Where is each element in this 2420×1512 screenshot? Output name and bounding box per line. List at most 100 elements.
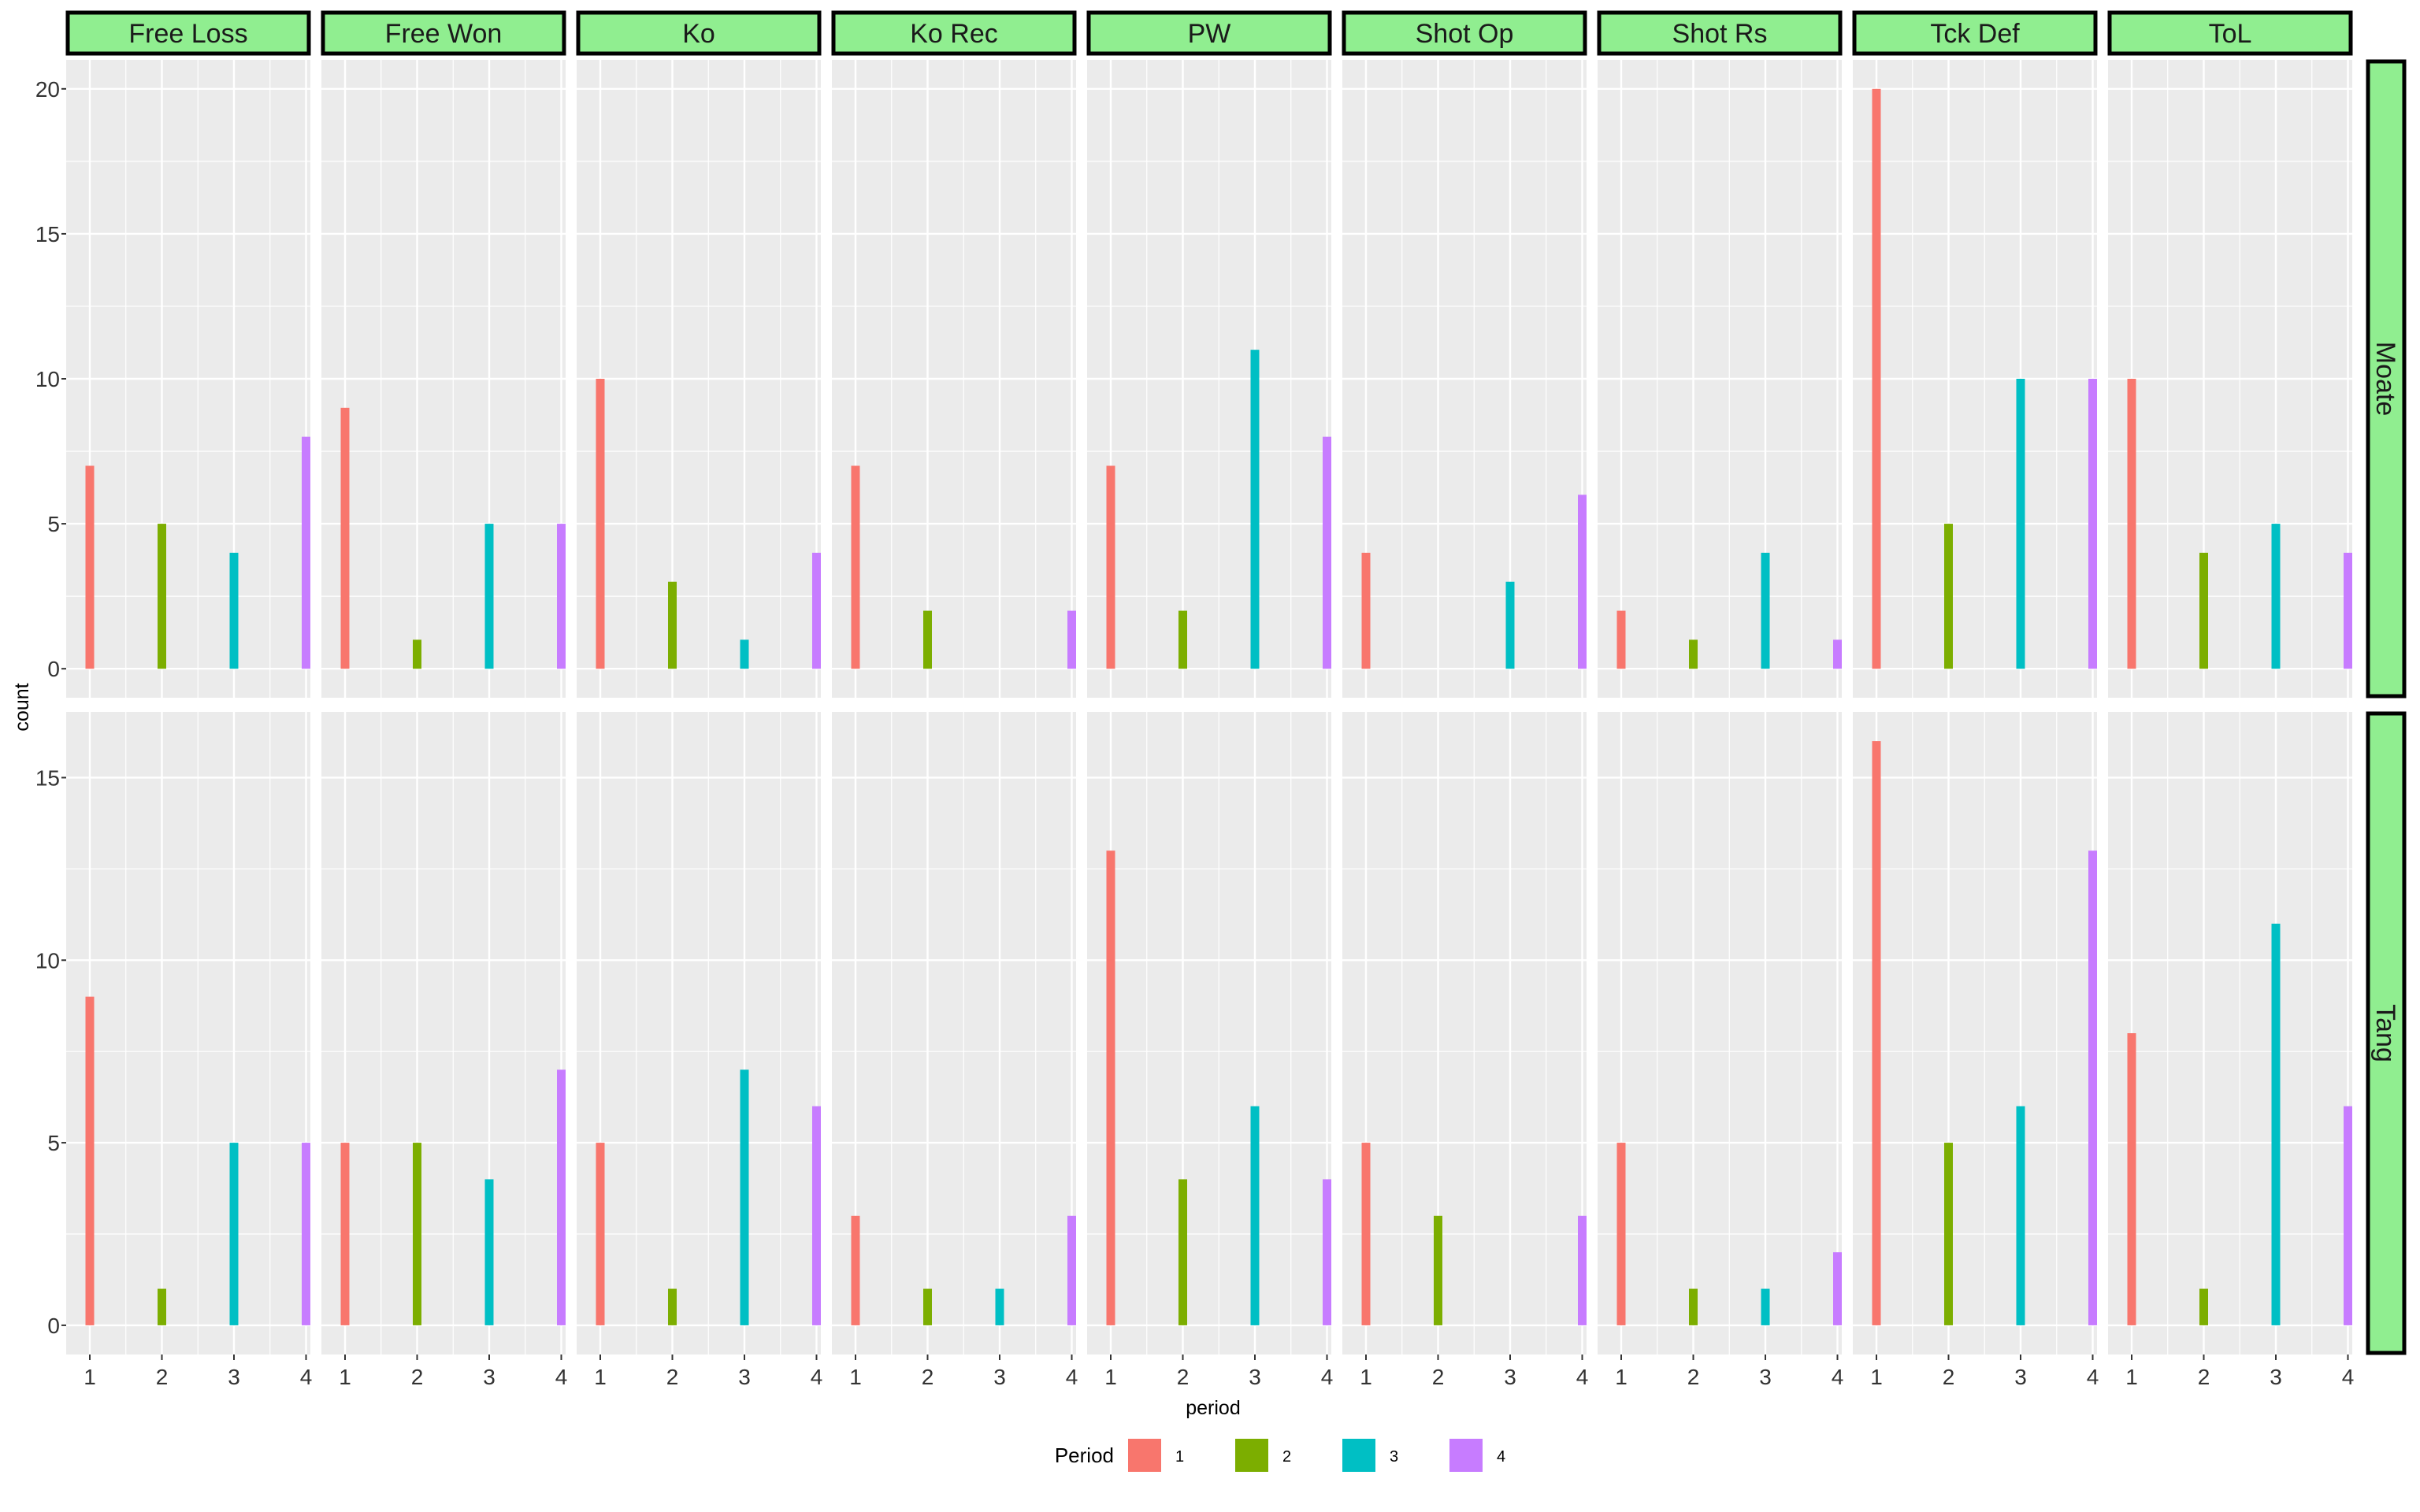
x-tick-label: 4 [300, 1365, 313, 1389]
bar-shot-rs-tang-period-2 [1689, 1288, 1698, 1325]
bar-tck-def-moate-period-2 [1944, 524, 1953, 669]
bar-tck-def-moate-period-4 [2088, 379, 2097, 669]
x-tick-label: 2 [1687, 1365, 1700, 1389]
x-tick-label: 4 [555, 1365, 568, 1389]
bar-pw-moate-period-2 [1178, 610, 1187, 669]
bar-free-loss-tang-period-4 [302, 1143, 310, 1325]
bar-ko-moate-period-1 [596, 379, 605, 669]
bar-shot-rs-moate-period-1 [1616, 610, 1626, 669]
strip-label-ko: Ko [682, 19, 715, 49]
x-tick-label: 2 [922, 1365, 934, 1389]
bar-tol-moate-period-3 [2271, 524, 2281, 669]
strip-label-pw: PW [1188, 19, 1231, 49]
bar-ko-rec-tang-period-2 [923, 1288, 932, 1325]
bar-shot-op-moate-period-1 [1361, 552, 1371, 669]
panel-tck-def-tang [1853, 712, 2097, 1354]
y-tick-label: 0 [47, 1314, 60, 1338]
x-tick-label: 3 [228, 1365, 240, 1389]
y-tick-label: 20 [35, 77, 60, 102]
x-tick-label: 1 [1360, 1365, 1372, 1389]
bar-shot-rs-tang-period-3 [1761, 1288, 1770, 1325]
bar-ko-tang-period-1 [596, 1143, 605, 1325]
bar-free-won-moate-period-4 [557, 524, 566, 669]
legend-title: Period [1055, 1443, 1114, 1467]
x-tick-label: 1 [1104, 1365, 1117, 1389]
bar-free-won-moate-period-1 [340, 407, 350, 669]
bar-ko-rec-moate-period-2 [923, 610, 932, 669]
strip-label-free-won: Free Won [385, 19, 503, 49]
x-tick-label: 2 [411, 1365, 424, 1389]
y-tick-label: 10 [35, 367, 60, 391]
x-tick-label: 3 [2014, 1365, 2027, 1389]
bar-tol-moate-period-2 [2199, 552, 2208, 669]
x-tick-label: 3 [993, 1365, 1006, 1389]
strip-shot-op [1342, 10, 1587, 56]
y-axis-title: count [11, 683, 33, 731]
bar-tck-def-tang-period-4 [2088, 850, 2097, 1325]
panel-shot-op-tang [1342, 712, 1587, 1354]
row-strip-label-moate: Moate [2370, 342, 2400, 417]
x-tick-label: 4 [1576, 1365, 1589, 1389]
bar-ko-rec-moate-period-1 [851, 465, 860, 669]
bar-ko-moate-period-3 [740, 639, 749, 669]
bar-ko-tang-period-2 [668, 1288, 677, 1325]
x-tick-label: 2 [156, 1365, 169, 1389]
bar-pw-tang-period-3 [1250, 1106, 1260, 1325]
bar-shot-rs-moate-period-2 [1689, 639, 1698, 669]
x-tick-label: 4 [2087, 1365, 2099, 1389]
bar-pw-tang-period-4 [1323, 1179, 1331, 1325]
x-tick-label: 4 [811, 1365, 823, 1389]
bar-free-won-tang-period-4 [557, 1069, 566, 1325]
bar-free-loss-moate-period-4 [302, 436, 310, 669]
bar-tol-tang-period-3 [2271, 923, 2281, 1325]
x-tick-label: 1 [84, 1365, 96, 1389]
bar-shot-op-tang-period-2 [1434, 1215, 1442, 1325]
panel-free-won-tang [321, 712, 566, 1354]
y-tick-label: 5 [47, 1131, 60, 1155]
x-tick-label: 3 [1504, 1365, 1516, 1389]
strip-tck-def [1852, 10, 2098, 56]
bar-ko-rec-tang-period-3 [995, 1288, 1004, 1325]
bar-tck-def-tang-period-3 [2016, 1106, 2025, 1325]
x-axis-title: period [1186, 1397, 1241, 1419]
bar-shot-op-tang-period-4 [1578, 1215, 1587, 1325]
bar-free-won-tang-period-3 [484, 1179, 494, 1325]
x-tick-label: 3 [1759, 1365, 1772, 1389]
x-tick-label: 3 [483, 1365, 496, 1389]
bar-tck-def-moate-period-1 [1872, 88, 1881, 669]
panel-tol-tang [2108, 712, 2352, 1354]
legend-label-period-2: 2 [1282, 1448, 1291, 1466]
bar-pw-tang-period-1 [1106, 850, 1115, 1325]
bar-tol-tang-period-1 [2127, 1033, 2136, 1325]
legend-swatch-period-3 [1342, 1439, 1375, 1472]
row-strip-tang [2366, 711, 2407, 1355]
bar-pw-moate-period-4 [1323, 436, 1331, 669]
bar-ko-rec-tang-period-4 [1067, 1215, 1076, 1325]
y-tick-label: 10 [35, 948, 60, 973]
bar-shot-rs-tang-period-1 [1616, 1143, 1626, 1325]
x-tick-label: 3 [2270, 1365, 2282, 1389]
bar-ko-rec-tang-period-1 [851, 1215, 860, 1325]
bar-shot-rs-tang-period-4 [1833, 1252, 1842, 1325]
bar-shot-rs-moate-period-4 [1833, 639, 1842, 669]
x-tick-label: 1 [1615, 1365, 1628, 1389]
legend-label-period-4: 4 [1497, 1448, 1505, 1466]
x-tick-label: 3 [1249, 1365, 1261, 1389]
bar-pw-tang-period-2 [1178, 1179, 1187, 1325]
bar-tck-def-tang-period-1 [1872, 741, 1881, 1325]
bar-ko-moate-period-2 [668, 581, 677, 669]
bar-free-won-tang-period-1 [340, 1143, 350, 1325]
bar-free-loss-tang-period-2 [158, 1288, 166, 1325]
legend-swatch-period-2 [1235, 1439, 1268, 1472]
bar-tol-moate-period-4 [2344, 552, 2352, 669]
x-tick-label: 2 [1432, 1365, 1445, 1389]
strip-shot-rs [1597, 10, 1843, 56]
row-strip-label-tang: Tang [2370, 1004, 2400, 1062]
x-tick-label: 1 [1870, 1365, 1883, 1389]
bar-ko-tang-period-4 [812, 1106, 821, 1325]
bar-free-loss-moate-period-2 [158, 524, 166, 669]
bar-free-loss-tang-period-3 [229, 1143, 239, 1325]
x-tick-label: 2 [1943, 1365, 1955, 1389]
x-tick-label: 1 [594, 1365, 607, 1389]
